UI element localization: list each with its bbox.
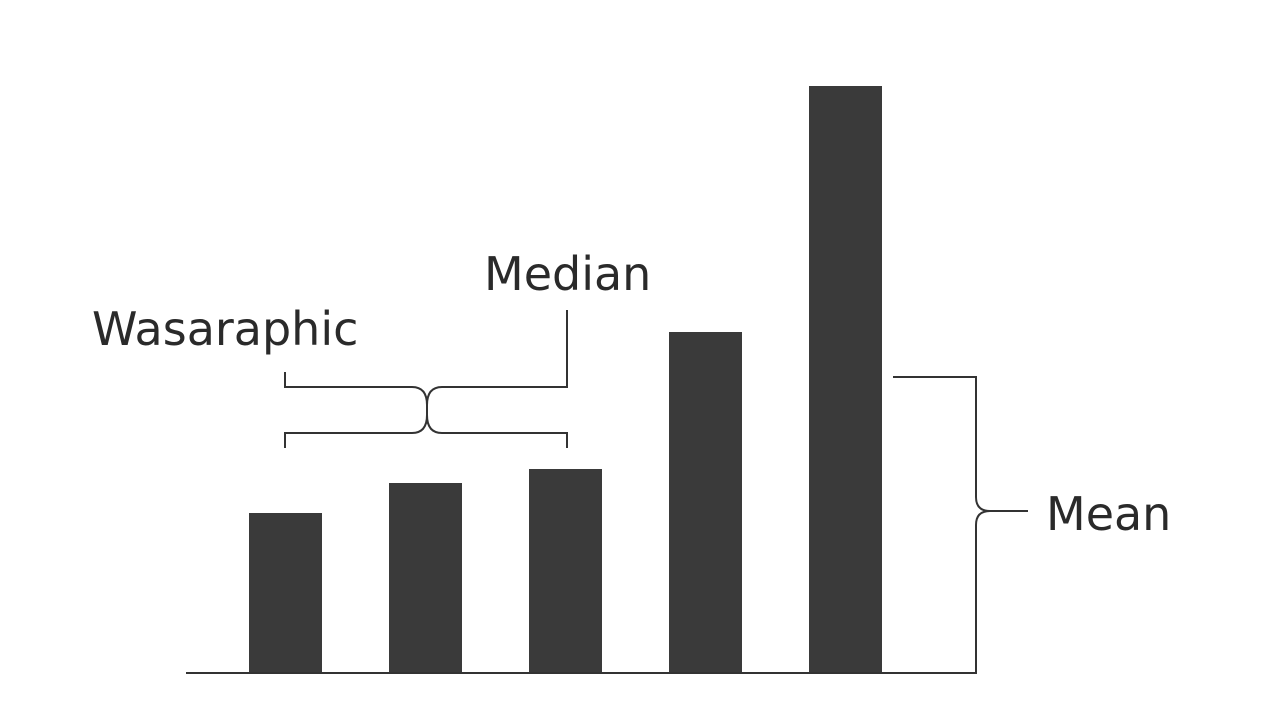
brace <box>284 310 568 448</box>
brace <box>890 376 1028 674</box>
bar <box>389 483 462 673</box>
annotation: Wasaraphic <box>92 302 358 356</box>
bar <box>249 513 322 673</box>
bar <box>809 86 882 673</box>
bar <box>529 469 602 673</box>
bar <box>669 332 742 673</box>
annotation: Mean <box>1046 487 1171 541</box>
annotation: Median <box>484 247 651 301</box>
